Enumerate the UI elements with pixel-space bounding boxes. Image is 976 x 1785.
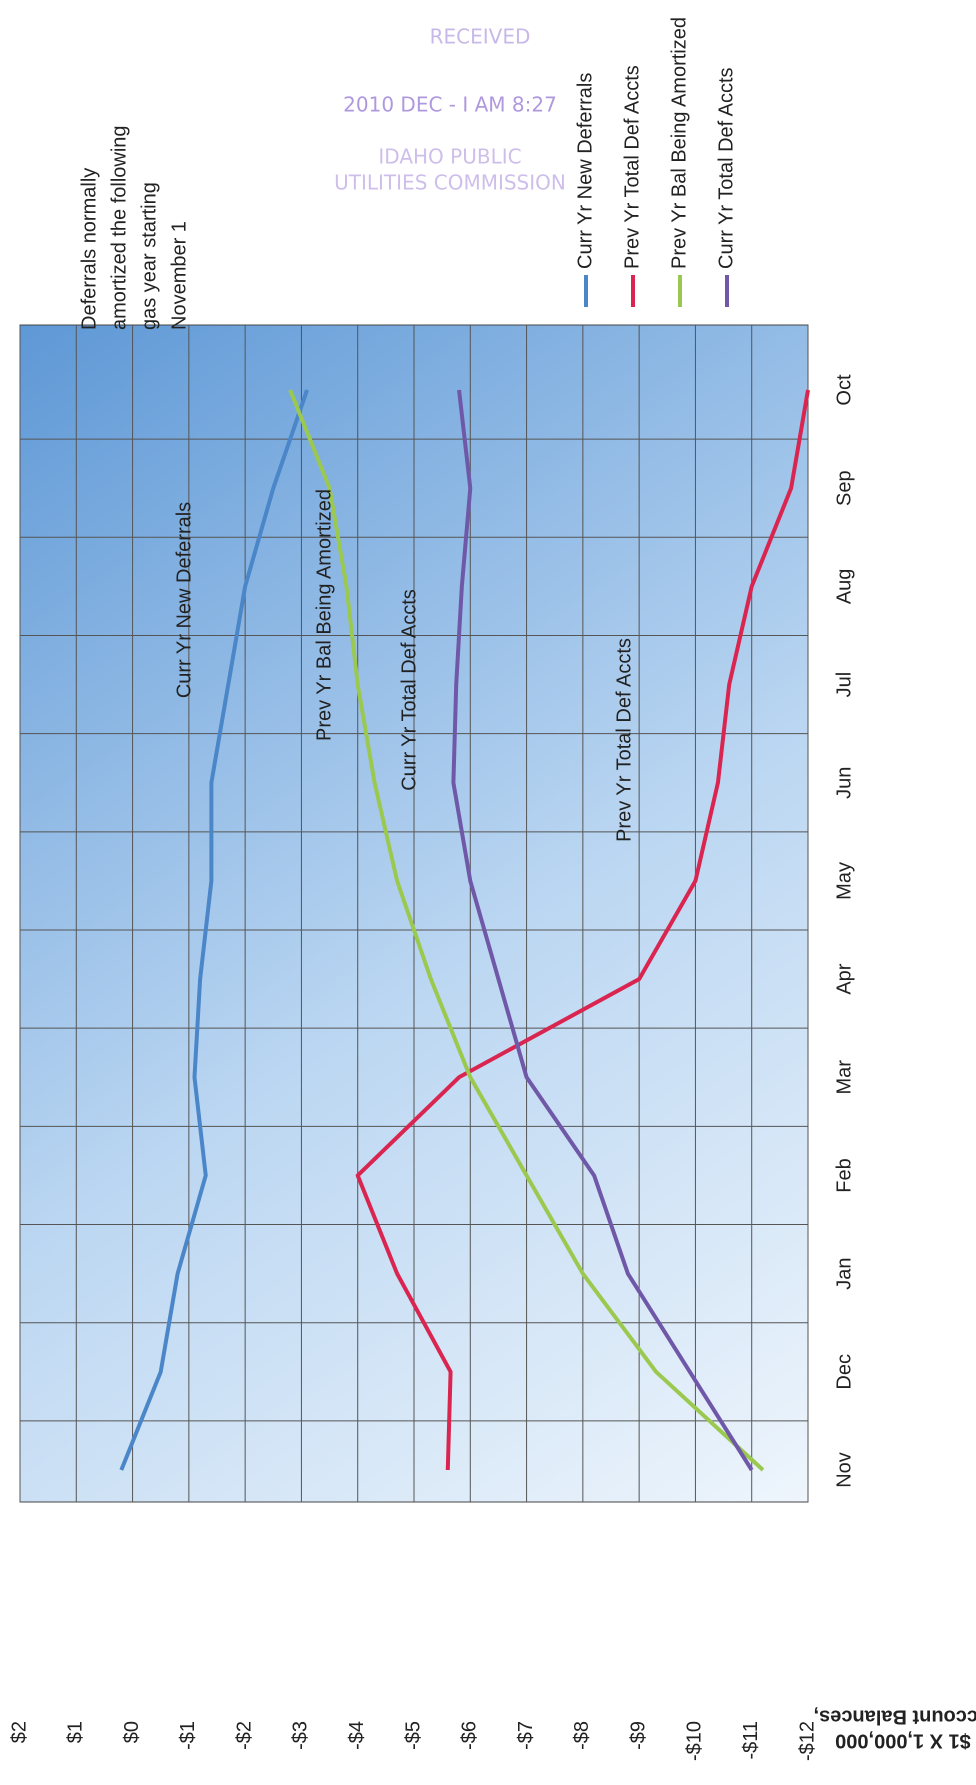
- x-tick-label: Feb: [833, 1158, 855, 1192]
- annotation: Prev Yr Bal Being Amortized: [313, 489, 335, 741]
- series-line: [451, 389, 754, 1472]
- rotated-chart: $2 $1 $0 -$1 -$2 -$3 -$4 -$5 -$6 -$7 -$8 -$9 -$10 -$1…: [8, 17, 855, 1761]
- stamp-text: UTILITIES COMMISSION: [334, 171, 566, 195]
- legend-label: Curr Yr New Deferrals: [574, 73, 596, 269]
- stamp-text: IDAHO PUBLIC: [378, 145, 521, 169]
- annotation: Prev Yr Total Def Accts: [613, 638, 635, 842]
- axis-title: $1 X 1,000,000: [835, 1730, 971, 1752]
- stamp-text: 2010 DEC - I AM 8:27: [343, 93, 557, 117]
- y-tick-label: -$3: [290, 1721, 312, 1750]
- x-tick-label: Sep: [833, 470, 855, 506]
- x-tick-label: Jan: [833, 1258, 855, 1290]
- note: amortized the following: [108, 125, 130, 330]
- x-tick-label: Oct: [833, 374, 855, 406]
- y-tick-label: -$4: [346, 1721, 368, 1750]
- annotation: Curr Yr New Deferrals: [173, 502, 195, 698]
- note: November 1: [168, 221, 190, 330]
- series-line: [355, 389, 810, 1471]
- y-tick-label: -$2: [233, 1721, 255, 1750]
- x-tick-label: Mar: [833, 1060, 855, 1095]
- y-tick-label: -$6: [459, 1721, 481, 1750]
- y-tick-label: -$11: [740, 1721, 762, 1760]
- note: Deferrals normally: [78, 168, 100, 330]
- series-line: [119, 389, 309, 1471]
- y-tick-label: -$7: [515, 1721, 537, 1750]
- stamp-text: RECEIVED: [430, 25, 531, 49]
- y-tick-label: -$1: [177, 1721, 199, 1750]
- x-tick-label: Nov: [833, 1452, 855, 1488]
- x-tick-label: May: [833, 862, 855, 900]
- x-tick-label: Aug: [833, 569, 855, 605]
- legend-label: Curr Yr Total Def Accts: [715, 67, 737, 269]
- y-tick-label: -$5: [402, 1721, 424, 1750]
- y-tick-label: -$9: [627, 1721, 649, 1750]
- x-tick-label: Jul: [833, 672, 855, 698]
- annotation: Curr Yr Total Def Accts: [398, 589, 420, 791]
- note: gas year starting: [138, 182, 160, 330]
- axis-title: Account Balances,: [814, 1706, 976, 1728]
- y-tick-label: -$12: [796, 1721, 818, 1761]
- series-line: [288, 389, 765, 1472]
- x-tick-label: Apr: [833, 963, 855, 994]
- y-tick-label: $2: [8, 1721, 30, 1743]
- y-tick-label: -$10: [684, 1721, 706, 1761]
- y-tick-label: $1: [65, 1721, 87, 1743]
- x-tick-label: Dec: [833, 1354, 855, 1390]
- y-tick-label: $0: [121, 1721, 143, 1743]
- x-tick-label: Jun: [833, 767, 855, 799]
- legend-label: Prev Yr Bal Being Amortized: [668, 17, 690, 269]
- legend-label: Prev Yr Total Def Accts: [621, 65, 643, 269]
- stamp: RECEIVED 2010 DEC - I AM 8:27 IDAHO PUBLIC…: [334, 25, 566, 195]
- y-tick-label: -$8: [571, 1721, 593, 1750]
